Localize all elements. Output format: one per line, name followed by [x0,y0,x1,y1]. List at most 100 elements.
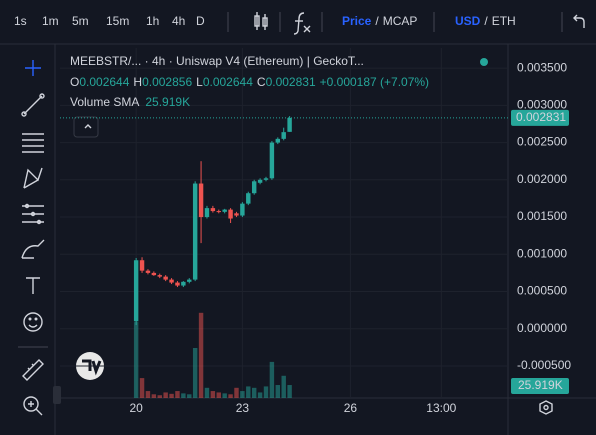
candle-body [228,209,233,219]
status-dot [480,58,488,66]
candle-body [145,270,151,273]
candle-body [246,193,251,204]
undo-icon[interactable] [573,14,585,28]
candle-icon[interactable] [254,12,268,30]
volume-bar [145,391,151,398]
y-tick-label: 0.002000 [517,172,567,186]
volume-legend: Volume SMA 25.919K [70,95,190,109]
candle-body [163,276,168,280]
interval-button[interactable]: 5m [72,14,89,28]
ohlc-value: 0.002856 [142,75,192,89]
volume-bar [210,391,216,398]
candle-body [216,211,221,213]
candle-body [198,183,204,218]
interval-button[interactable]: 1s [14,14,27,28]
candle-body [263,178,269,180]
candle-body [181,281,186,286]
x-tick-label: 26 [344,401,358,415]
y-tick-label: 0.000000 [517,321,567,335]
interval-button[interactable]: 15m [106,14,129,28]
volume-bar [281,375,286,398]
currency-toggle[interactable]: USD / ETH [455,14,516,28]
interval-button[interactable]: 1m [42,14,59,28]
ohlc-letter: C [257,75,266,89]
volume-bar [275,385,281,398]
collapse-button[interactable] [73,116,99,138]
collapse-arrow [84,124,92,129]
candle-body [281,132,286,139]
volume-bar [181,393,186,398]
candle-body [151,272,157,276]
candle-body [240,203,245,216]
indicator-icon[interactable] [293,12,311,35]
y-tick-label: -0.000500 [517,358,571,372]
volume-bar [175,391,180,398]
x-tick-label: 20 [129,401,143,415]
ohlc-value: 0.002831 [266,75,316,89]
y-tick-label: 0.001500 [517,209,567,223]
interval-button[interactable]: D [196,14,205,28]
candle-body [187,279,192,282]
volume-bar [157,395,162,398]
y-tick-label: 0.002500 [517,135,567,149]
price-label-bg [511,109,569,126]
price-toggle[interactable]: Price / MCAP [342,14,417,28]
volume-bar [287,385,292,398]
y-tick-label: 0.003500 [517,60,567,74]
volume-value: 25.919K [145,95,190,109]
candle-body [192,183,198,280]
candle-body [257,179,263,183]
price-option: Price [342,14,372,28]
candle-body [157,275,162,277]
volume-label: 25.919K [518,378,563,392]
volume-bar [163,392,168,398]
y-tick-label: 0.000500 [517,284,567,298]
separator: / [484,14,488,28]
settings-icon[interactable] [539,400,553,415]
volume-bar [263,386,269,398]
candle-body [222,209,227,212]
ohlc-legend: O0.002644 H0.002856 L0.002644 C0.002831 +0.0… [70,75,429,89]
volume-bar [222,393,227,398]
candle-body [251,181,257,194]
volume-title: Volume SMA [70,95,139,109]
ohlc-letter: H [133,75,142,89]
volume-bar [257,392,263,398]
ohlc-value: 0.002644 [203,75,253,89]
collapse-tab[interactable] [53,386,61,404]
interval-button[interactable]: 4h [172,14,185,28]
x-tick-label: 13:00 [426,401,456,415]
price-label: 0.002831 [516,110,566,124]
volume-bar [269,361,275,398]
ohlc-value: 0.002644 [79,75,129,89]
usd-option: USD [455,14,481,28]
mcap-option: MCAP [383,14,418,28]
separator: / [375,14,379,28]
volume-bar [216,392,221,398]
candle-body [133,260,139,322]
candle-body [210,208,216,212]
volume-bar [198,312,204,398]
volume-bar [251,387,257,398]
eth-option: ETH [492,14,516,28]
candle-body [169,279,174,283]
left-tools[interactable] [21,60,45,416]
x-tick-label: 23 [236,401,250,415]
volume-label-bg [511,378,569,395]
candle-body [139,260,145,271]
volume-bar [133,322,139,398]
y-tick-label: 0.001000 [517,246,567,260]
candle-body [269,142,275,179]
chart-title: MEEBSTR/... · 4h · Uniswap V4 (Ethereum)… [70,54,364,68]
candle-body [175,282,180,286]
ohlc-letter: L [196,75,203,89]
volume-bar [234,387,239,398]
interval-button[interactable]: 1h [146,14,159,28]
candle-body [204,208,210,218]
volume-bar [240,391,245,398]
candle-body [234,213,239,216]
volume-bar [228,394,233,398]
